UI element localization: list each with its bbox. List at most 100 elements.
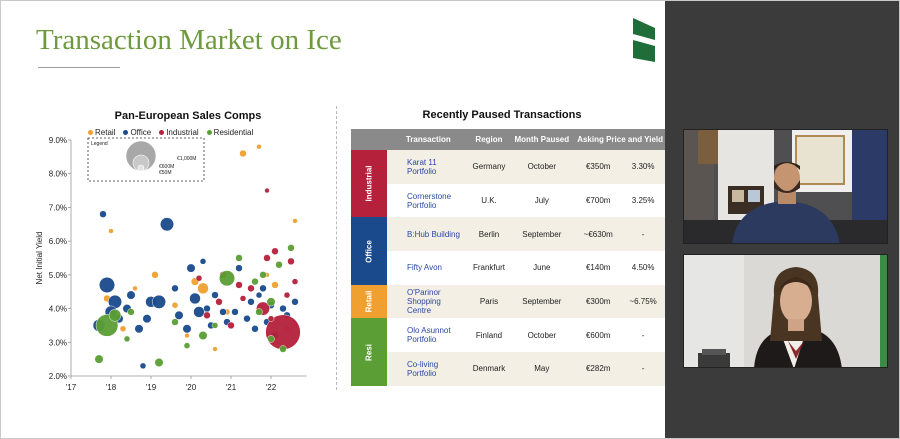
transaction-name-link[interactable]: Fifty Avon <box>387 251 470 285</box>
participant-video-feed <box>684 255 887 367</box>
data-point-office <box>126 290 136 300</box>
data-point-office <box>98 276 116 293</box>
data-point-residential <box>255 308 263 316</box>
transaction-yield: - <box>621 318 665 353</box>
data-point-office <box>139 362 147 370</box>
y-tick-label: 8.0% <box>49 170 67 179</box>
legend-label: Retail <box>95 127 116 137</box>
x-tick-label: '21 <box>226 383 237 392</box>
data-point-residential <box>108 309 122 322</box>
data-point-residential <box>251 277 259 286</box>
sales-comps-chart: 9.0% 8.0% 7.0% 6.0% 5.0% 4.0% 3.0% 2.0% '17 '18 '1… <box>35 136 307 392</box>
chart-title: Pan-European Sales Comps <box>114 110 262 122</box>
data-point-retail <box>151 271 159 279</box>
transaction-name-link[interactable]: Karat 11 Portfolio <box>387 150 470 184</box>
transaction-name-link[interactable]: B:Hub Building <box>387 217 470 252</box>
data-point-retail <box>256 144 262 150</box>
legend-item-industrial: Industrial <box>159 126 199 138</box>
chart-axes: 9.0% 8.0% 7.0% 6.0% 5.0% 4.0% 3.0% 2.0% '17 '18 '1… <box>35 136 307 392</box>
transaction-region: U.K. <box>469 183 509 218</box>
table-header-category <box>351 129 388 150</box>
data-point-industrial <box>271 247 279 255</box>
data-point-retail <box>292 218 298 224</box>
category-retail: Retail <box>351 284 388 319</box>
data-point-retail <box>184 332 190 339</box>
data-point-office <box>251 325 259 333</box>
data-point-retail <box>132 285 138 292</box>
data-point-office <box>259 284 267 293</box>
x-tick-label: '20 <box>186 383 197 392</box>
category-label: Retail <box>364 290 374 313</box>
data-point-office <box>219 308 227 316</box>
data-point-office <box>152 294 166 309</box>
legend-dot-icon <box>88 129 93 135</box>
transaction-price: €350m <box>575 150 622 184</box>
data-point-industrial <box>195 274 203 282</box>
data-point-residential <box>287 244 295 252</box>
data-point-residential <box>211 322 219 329</box>
table-row: Co-living Portfolio Denmark May €282m - <box>351 352 665 386</box>
data-point-residential <box>198 331 208 341</box>
data-point-office <box>235 264 243 272</box>
data-point-retail <box>197 282 209 295</box>
data-point-office <box>160 217 174 232</box>
data-point-office <box>211 291 219 299</box>
transaction-name-link[interactable]: Co-living Portfolio <box>387 352 470 386</box>
data-point-office <box>243 314 251 323</box>
data-point-office <box>142 314 152 324</box>
data-point-office <box>255 291 263 299</box>
data-point-office <box>99 210 107 218</box>
data-point-retail <box>108 228 114 234</box>
transaction-price: €140m <box>575 251 622 285</box>
data-point-retail <box>171 301 179 309</box>
data-point-office <box>199 258 207 265</box>
transaction-yield: 3.25% <box>621 183 665 218</box>
data-point-residential <box>127 308 135 316</box>
data-point-office <box>174 310 184 320</box>
paused-transactions-table: Transaction Region Month Paused Asking P… <box>351 129 665 386</box>
transaction-price: €300m <box>575 284 622 319</box>
table-header-row: Transaction Region Month Paused Asking P… <box>351 129 665 150</box>
data-point-office <box>247 298 255 306</box>
table-title: Recently Paused Transactions <box>422 109 582 121</box>
participant-video-feed <box>684 130 887 243</box>
presentation-slide: Transaction Market on Ice Pan-European S… <box>2 2 665 437</box>
x-tick-label: '19 <box>146 383 157 392</box>
data-point-industrial <box>291 278 299 285</box>
legend-item-office: Office <box>123 126 151 138</box>
y-tick-label: 6.0% <box>49 237 67 246</box>
table-header-transaction: Transaction <box>387 129 470 150</box>
table-header-region: Region <box>469 129 509 150</box>
table-row: Industrial Karat 11 Portfolio Germany Oc… <box>351 150 665 218</box>
data-point-office <box>203 304 211 313</box>
data-point-office <box>291 298 299 306</box>
transaction-month: October <box>508 318 576 353</box>
y-tick-label: 4.0% <box>49 305 67 314</box>
size-legend-label-small: €50M <box>159 170 172 176</box>
category-label: Office <box>364 239 374 263</box>
table-row: Resi Olo Asunnot Portfolio Finland Octob… <box>351 318 665 386</box>
data-point-industrial <box>215 298 223 306</box>
category-label: Resi <box>364 343 374 361</box>
data-point-office <box>171 284 179 293</box>
data-point-residential <box>267 335 275 343</box>
participant-video-tile[interactable] <box>683 129 888 244</box>
transaction-month: September <box>508 284 576 319</box>
legend-label: Residential <box>213 127 254 137</box>
transaction-price: €700m <box>575 183 622 218</box>
table-header-month: Month Paused <box>508 129 576 150</box>
transaction-name-link[interactable]: O'Parinor Shopping Centre <box>387 284 470 319</box>
data-point-industrial <box>239 295 247 302</box>
data-point-residential <box>218 270 236 287</box>
x-tick-label: '22 <box>266 383 277 392</box>
transaction-name-link[interactable]: Cornerstone Portfolio <box>387 183 470 218</box>
transaction-name-link[interactable]: Olo Asunnot Portfolio <box>387 318 470 353</box>
legend-dot-icon <box>123 129 129 135</box>
data-point-residential <box>171 318 179 326</box>
transaction-month: May <box>508 352 576 386</box>
table-row: Retail O'Parinor Shopping Centre Paris S… <box>351 284 665 319</box>
slide-title: Transaction Market on Ice <box>36 24 342 56</box>
transaction-month: June <box>508 251 576 285</box>
chart-points <box>92 144 301 370</box>
participant-video-tile[interactable] <box>683 254 888 368</box>
